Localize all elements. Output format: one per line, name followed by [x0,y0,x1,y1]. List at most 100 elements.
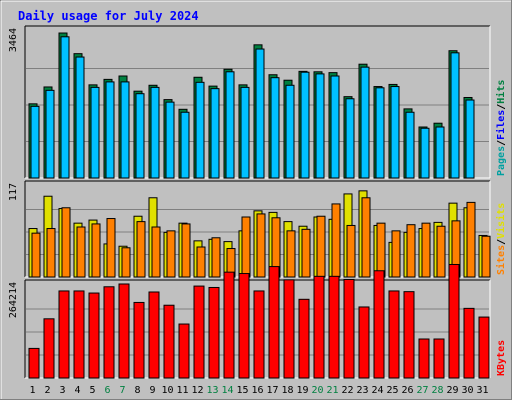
bar-sites-sites-day-16 [256,213,266,278]
bar-sites-sites-day-27 [421,222,431,278]
bar-hits-files-day-30 [465,99,475,179]
bar-face [60,36,70,179]
bar-face [105,81,115,179]
bar-hits-files-day-15 [240,86,250,179]
bar-hits-files-day-26 [405,111,415,179]
bar-sites-sites-day-31 [481,235,491,278]
bar-hits-files-day-6 [105,81,115,179]
bar-face [343,278,355,379]
bar-kbytes-kbytes-day-15 [238,273,250,379]
bar-face [313,275,325,379]
day-label-30: 30 [461,385,473,396]
series-legend-kbytes: KBytes [496,340,507,376]
chart-title: Daily usage for July 2024 [18,9,199,23]
bar-face [435,126,445,179]
bar-kbytes-kbytes-day-21 [328,275,340,379]
bar-hits-files-day-20 [315,73,325,179]
bar-face [118,283,130,379]
bar-face [28,347,40,379]
bar-sites-sites-day-18 [286,230,296,278]
day-label-12: 12 [191,385,203,396]
bar-sites-sites-day-3 [61,207,71,278]
bar-face [103,286,115,379]
bar-sites-sites-day-5 [91,223,101,278]
bar-sites-sites-day-25 [391,230,401,278]
day-label-8: 8 [134,385,140,396]
bar-face [166,230,176,278]
bar-kbytes-kbytes-day-19 [298,298,310,379]
bar-face [135,93,145,179]
bar-face [436,225,446,278]
bar-hits-files-day-9 [150,86,160,179]
bar-sites-sites-day-11 [181,223,191,278]
bar-face [286,230,296,278]
bar-sites-sites-day-7 [121,247,131,278]
bar-face [255,48,265,179]
bar-face [346,224,356,278]
bar-sites-sites-day-26 [406,224,416,278]
day-label-7: 7 [119,385,125,396]
bar-face [256,213,266,278]
bar-face [465,99,475,179]
bar-kbytes-kbytes-day-30 [463,307,475,379]
bar-hits-files-day-19 [300,71,310,179]
x-axis-day-labels: 1 2 3 4 5 6 7 8 9 10 11 12 13 14 15 16 17 18 19 20 21 22 23 24 2… [29,385,488,396]
legend-part: / [496,239,507,245]
bar-kbytes-kbytes-day-27 [418,338,430,379]
bar-kbytes-kbytes-day-5 [88,292,100,379]
bar-kbytes-kbytes-day-4 [73,290,85,379]
bar-face [121,247,131,278]
bar-face [178,323,190,379]
bar-face [241,216,251,278]
bar-face [466,201,476,278]
bar-face [345,98,355,179]
bar-hits-files-day-25 [390,86,400,179]
bar-sites-sites-day-20 [316,215,326,278]
bar-face [316,215,326,278]
bar-face [151,226,161,278]
bar-kbytes-kbytes-day-2 [43,318,55,379]
bar-sites-sites-day-6 [106,218,116,278]
bar-face [150,86,160,179]
bar-kbytes-kbytes-day-3 [58,290,70,379]
bar-face [75,56,85,179]
bar-sites-sites-day-19 [301,228,311,278]
bar-face [301,228,311,278]
bar-face [163,304,175,379]
bar-face [58,290,70,379]
bar-sites-sites-day-13 [211,237,221,278]
bar-face [73,290,85,379]
bar-face [331,203,341,278]
bar-face [315,73,325,179]
bar-face [375,87,385,179]
bar-face [391,230,401,278]
bar-kbytes-kbytes-day-11 [178,323,190,379]
bar-hits-files-day-4 [75,56,85,179]
day-label-22: 22 [341,385,353,396]
bar-face [88,292,100,379]
day-label-20: 20 [311,385,323,396]
bar-face [76,226,86,278]
bar-face [120,81,130,179]
bar-face [463,307,475,379]
bar-face [148,291,160,379]
bar-sites-sites-day-21 [331,203,341,278]
day-label-11: 11 [176,385,188,396]
day-label-14: 14 [221,385,233,396]
bar-hits-files-day-21 [330,75,340,179]
bar-sites-sites-day-23 [361,197,371,278]
day-label-9: 9 [149,385,155,396]
bar-face [106,218,116,278]
day-label-17: 17 [266,385,278,396]
bar-sites-sites-day-1 [31,232,41,278]
bar-face [403,291,415,379]
bar-hits-files-day-1 [30,105,40,179]
bar-kbytes-kbytes-day-25 [388,290,400,379]
day-label-16: 16 [251,385,263,396]
bar-face [406,224,416,278]
day-label-4: 4 [74,385,80,396]
legend-part: / [496,104,507,110]
bar-face [358,306,370,379]
bar-kbytes-kbytes-day-23 [358,306,370,379]
bar-sites-sites-day-12 [196,246,206,278]
